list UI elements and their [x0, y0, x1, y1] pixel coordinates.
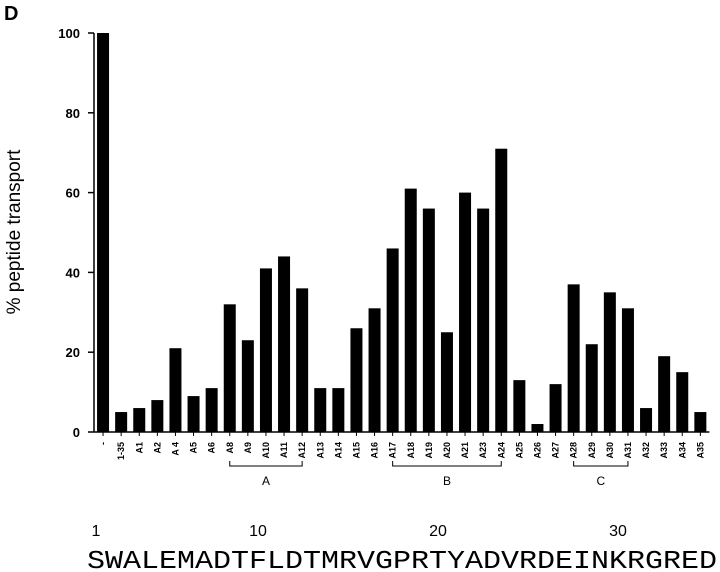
- sequence-number: 30: [609, 523, 627, 540]
- x-tick-label: A17: [388, 442, 398, 459]
- x-tick-label: A33: [659, 442, 669, 459]
- y-tick-label: 100: [58, 26, 80, 41]
- bracket: [392, 461, 502, 467]
- x-tick-label: A27: [551, 442, 561, 459]
- bracket-label: B: [443, 474, 451, 488]
- x-tick-label: A12: [297, 442, 307, 459]
- bar: [368, 308, 381, 432]
- y-axis-label: % peptide transport: [4, 149, 25, 314]
- panel-label: D: [4, 3, 18, 25]
- bar: [133, 408, 146, 432]
- bracket: [229, 461, 303, 467]
- x-tick-label: A32: [641, 442, 651, 459]
- bar: [549, 384, 562, 432]
- y-tick-label: 80: [66, 106, 80, 121]
- bar: [585, 344, 598, 432]
- bar: [531, 424, 544, 432]
- sequence-number: 1: [92, 523, 101, 540]
- bar: [332, 388, 345, 432]
- x-tick-label: A14: [333, 442, 343, 459]
- x-tick-label: A16: [370, 442, 380, 459]
- bar: [223, 304, 236, 432]
- x-tick-label: A11: [279, 442, 289, 458]
- y-tick-label: 0: [73, 425, 80, 440]
- x-tick-label: A25: [514, 442, 524, 459]
- bar: [169, 348, 182, 432]
- x-tick-label: -: [98, 442, 108, 445]
- bracket: [573, 461, 629, 467]
- x-tick-label: A30: [605, 442, 615, 459]
- y-tick-label: 40: [66, 265, 80, 280]
- x-tick-label: A21: [460, 442, 470, 459]
- bar: [296, 288, 309, 432]
- bar: [97, 33, 110, 432]
- y-tick-label: 20: [66, 345, 80, 360]
- x-tick-label: A20: [442, 442, 452, 459]
- x-tick-label: A24: [496, 442, 506, 459]
- bar: [278, 256, 291, 432]
- sequence-number: 10: [249, 523, 267, 540]
- bar: [459, 192, 472, 432]
- x-tick-label: A19: [424, 442, 434, 459]
- x-tick-label: A2: [152, 442, 162, 454]
- x-tick-label: A8: [225, 442, 235, 454]
- bar: [621, 308, 634, 432]
- bar: [513, 380, 526, 432]
- bar: [676, 372, 689, 432]
- x-tick-label: 1-35: [116, 442, 126, 460]
- bar: [477, 208, 490, 432]
- bar: [495, 148, 508, 432]
- sequence-text: SWALEMADTFLDTMRVGPRTYADVRDEINKRGRED: [87, 546, 717, 572]
- bar: [404, 188, 417, 432]
- x-tick-label: A26: [532, 442, 542, 459]
- sequence-number: 20: [429, 523, 447, 540]
- bar: [350, 328, 363, 432]
- bar: [658, 356, 671, 432]
- bar: [440, 332, 453, 432]
- bar: [640, 408, 653, 432]
- bracket-label: A: [262, 474, 270, 488]
- bar: [259, 268, 272, 432]
- x-tick-label: A18: [406, 442, 416, 459]
- y-tick-label: 60: [66, 186, 80, 201]
- x-tick-label: A1: [134, 442, 144, 454]
- x-tick-label: A15: [351, 442, 361, 459]
- bar: [422, 208, 435, 432]
- bar: [314, 388, 327, 432]
- x-tick-label: A29: [587, 442, 597, 459]
- bar: [241, 340, 254, 432]
- bar: [205, 388, 218, 432]
- x-tick-label: A6: [207, 442, 217, 454]
- bar: [115, 412, 128, 432]
- bar: [694, 412, 707, 432]
- x-tick-label: A13: [315, 442, 325, 459]
- x-tick-label: A34: [677, 442, 687, 459]
- bar: [603, 292, 616, 432]
- x-tick-label: A28: [569, 442, 579, 459]
- bracket-label: C: [596, 474, 605, 488]
- x-tick-label: A35: [695, 442, 705, 459]
- x-tick-label: A10: [261, 442, 271, 459]
- bar: [386, 248, 399, 432]
- x-tick-label: A5: [189, 442, 199, 454]
- x-tick-label: A31: [623, 442, 633, 459]
- x-tick-label: A 4: [170, 442, 180, 456]
- bar: [567, 284, 580, 432]
- bar: [187, 396, 200, 432]
- x-tick-label: A23: [478, 442, 488, 459]
- bar: [151, 400, 164, 432]
- x-tick-label: A9: [243, 442, 253, 454]
